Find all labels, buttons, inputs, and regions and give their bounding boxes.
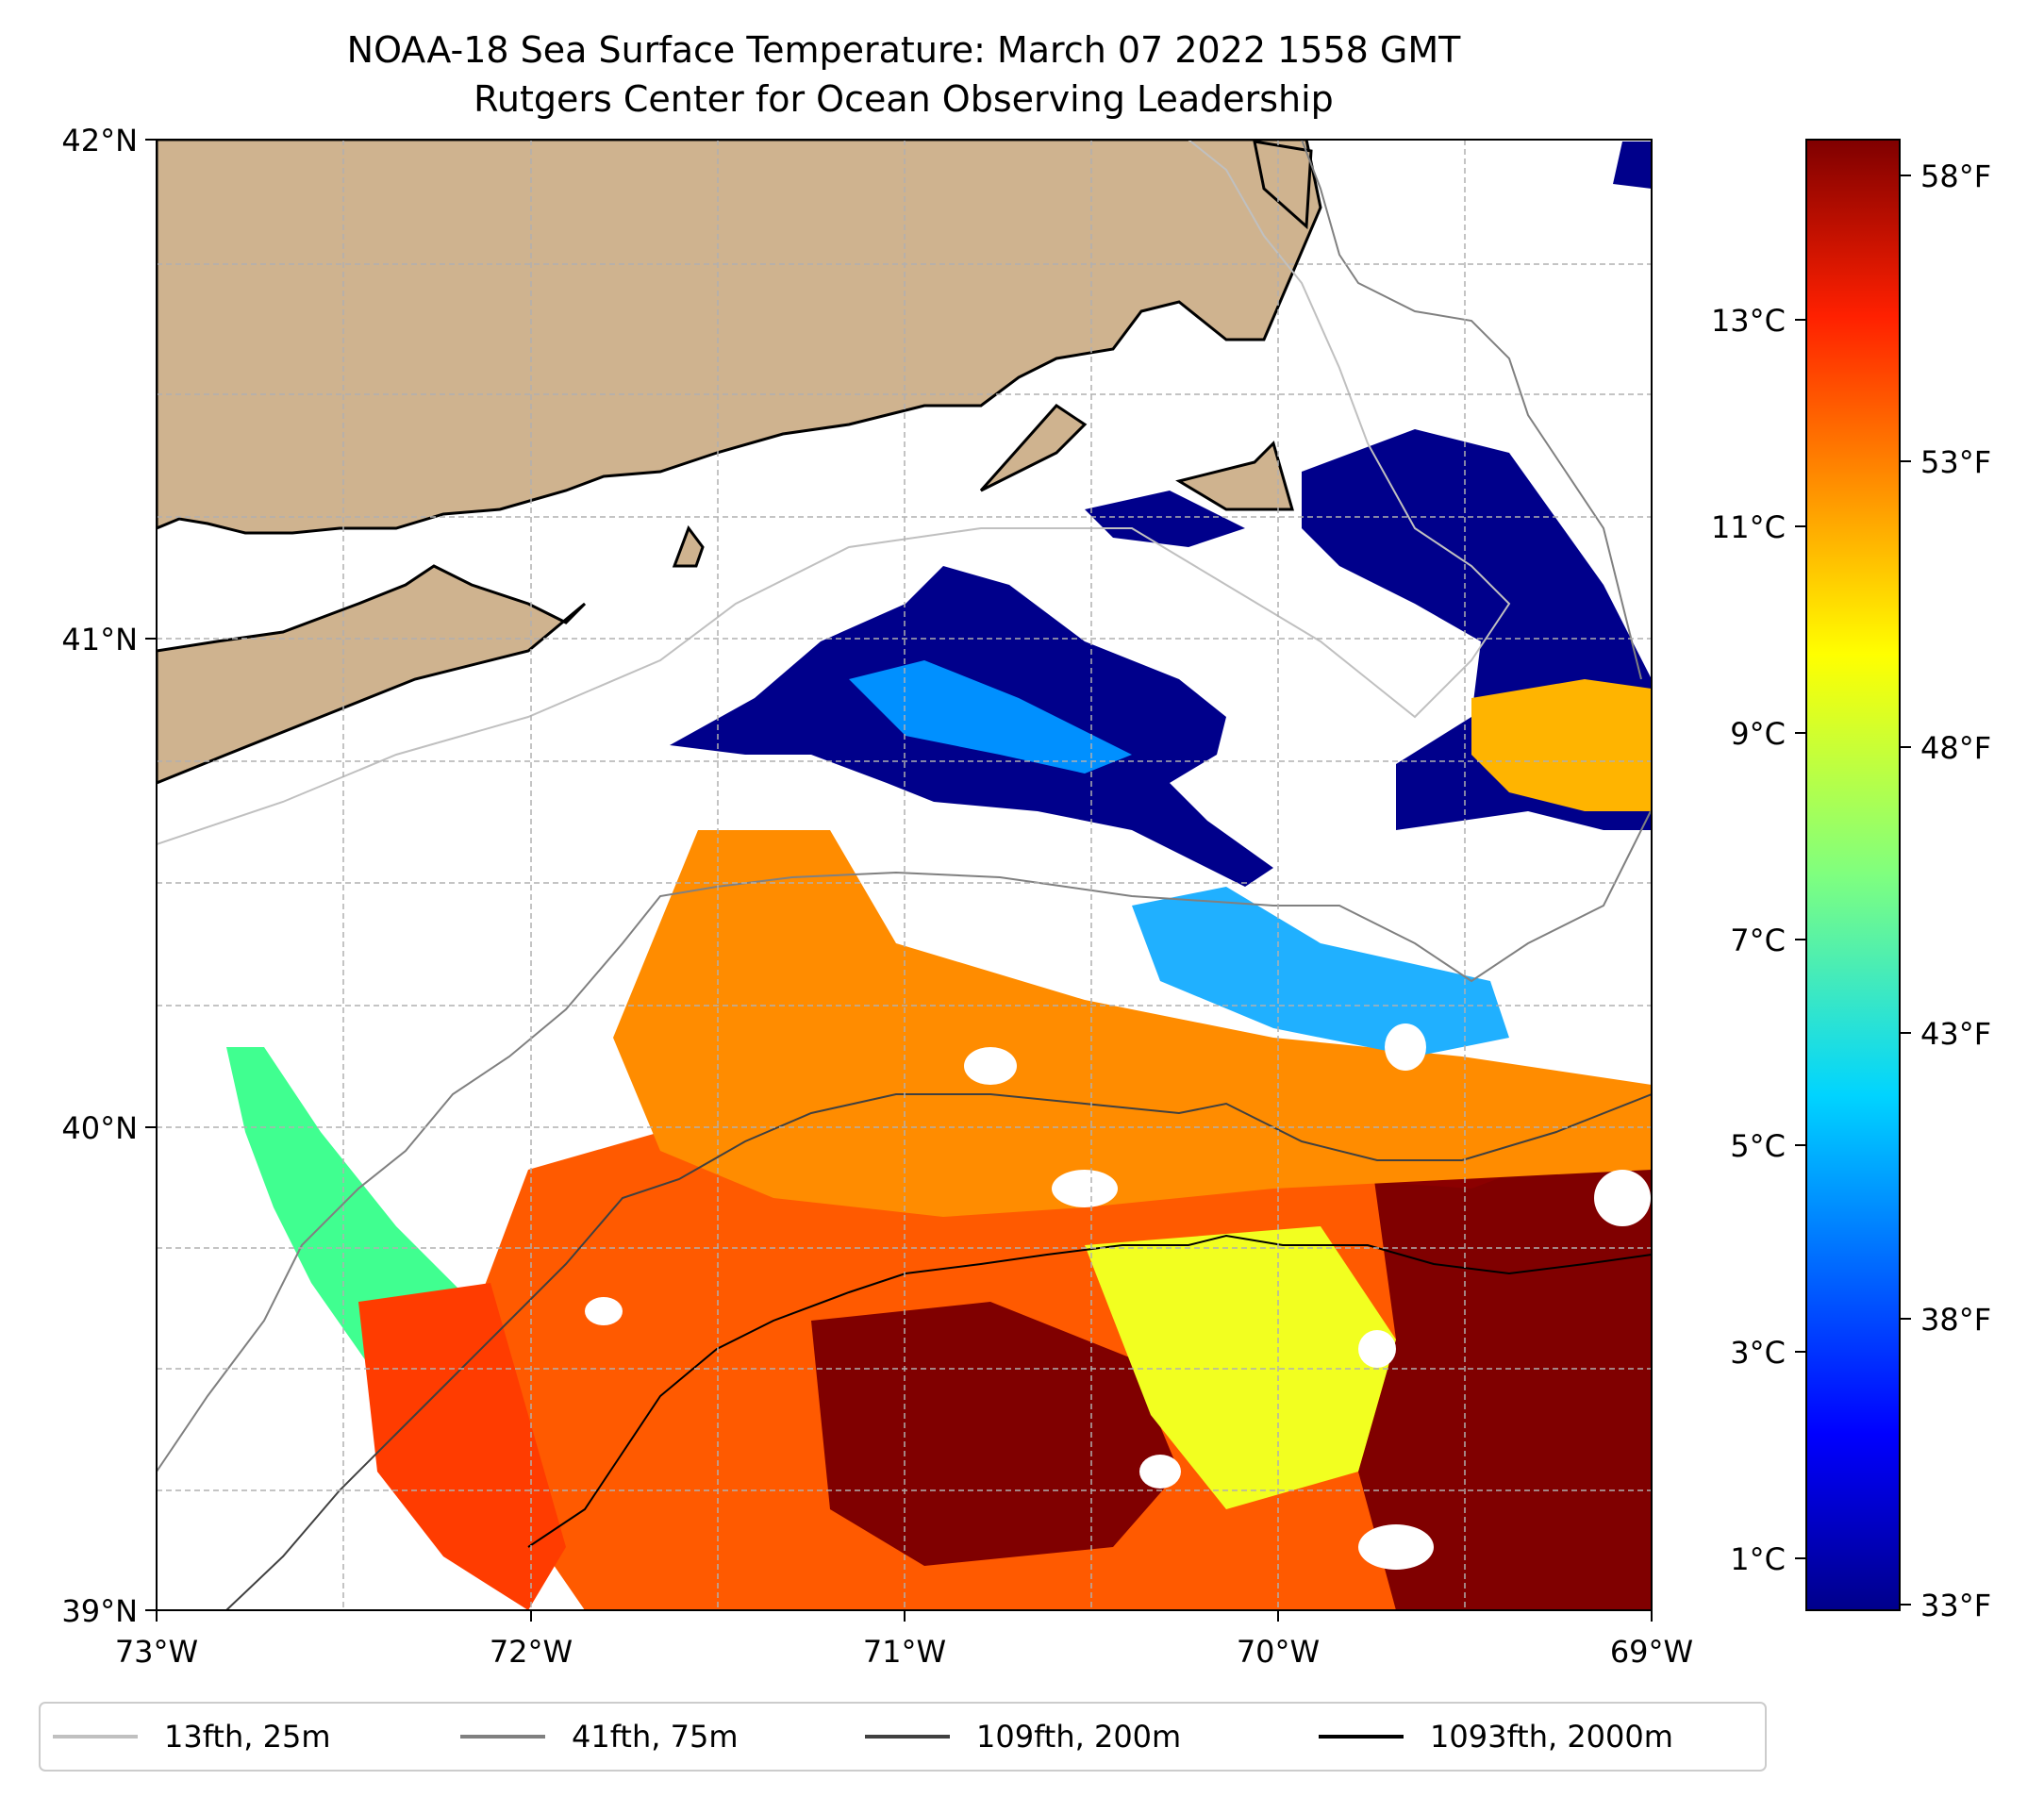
fahrenheit-tick-label: 38°F [1920, 1302, 1991, 1338]
lat-tick-label: 41°N [61, 622, 138, 657]
celsius-ticks [1795, 319, 1806, 1559]
sst-cyan-patches [1132, 887, 1509, 1057]
fahrenheit-tick-label: 33°F [1920, 1588, 1991, 1623]
cloud-gap [1594, 1170, 1651, 1226]
lat-ticks [145, 139, 157, 1611]
cloud-gap [1385, 1023, 1426, 1071]
lon-tick-label: 71°W [863, 1634, 946, 1670]
lon-tick-label: 69°W [1610, 1634, 1693, 1670]
legend-label: 109fth, 200m [976, 1719, 1181, 1755]
sst-cold-patch [1085, 491, 1245, 547]
land-block-island [672, 524, 705, 568]
cloud-gap [1358, 1330, 1396, 1368]
lon-tick-label: 73°W [115, 1634, 198, 1670]
celsius-tick-label: 1°C [1730, 1541, 1786, 1577]
lon-tick-label: 70°W [1237, 1634, 1320, 1670]
sst-field [226, 141, 1652, 1610]
land-marthas-vineyard [979, 404, 1088, 492]
legend-label: 1093fth, 2000m [1430, 1719, 1673, 1755]
sst-west-warm [358, 1283, 566, 1610]
isobath-75m [157, 140, 1652, 1473]
sst-central-band [613, 830, 1652, 1217]
lon-tick-label: 72°W [490, 1634, 573, 1670]
map-area [157, 140, 1652, 1610]
gridlines [157, 140, 1652, 1610]
celsius-tick-label: 3°C [1730, 1335, 1786, 1371]
lat-tick-label: 39°N [61, 1593, 138, 1629]
cloud-gap [1139, 1455, 1181, 1489]
colorbar [1805, 139, 1901, 1611]
celsius-tick-label: 7°C [1730, 923, 1786, 958]
sst-cold-inner [849, 660, 1132, 774]
land-nantucket [1175, 441, 1294, 511]
figure-title-line1: NOAA-18 Sea Surface Temperature: March 0… [347, 29, 1461, 71]
fahrenheit-ticks [1900, 175, 1911, 1606]
lat-tick-label: 42°N [61, 123, 138, 158]
sst-hot-east [1358, 1104, 1652, 1610]
figure-title-line2: Rutgers Center for Ocean Observing Leade… [474, 78, 1334, 120]
cloud-gap [964, 1047, 1017, 1085]
lon-ticks [156, 1610, 1653, 1622]
celsius-tick-label: 11°C [1711, 509, 1786, 545]
legend-label: 41fth, 75m [572, 1719, 738, 1755]
legend-label: 13fth, 25m [164, 1719, 330, 1755]
sst-cold-corner [1613, 141, 1652, 189]
isobath-200m [225, 1093, 1652, 1610]
land-long-island [157, 564, 587, 785]
lat-tick-label: 40°N [61, 1110, 138, 1146]
legend: 13fth, 25m 41fth, 75m 109fth, 200m 1093f… [39, 1702, 1767, 1772]
land-new-england [157, 140, 1322, 535]
sst-yellow-mid [1085, 1226, 1396, 1509]
fahrenheit-tick-label: 58°F [1920, 158, 1991, 194]
land [157, 140, 1322, 785]
fahrenheit-tick-label: 43°F [1920, 1016, 1991, 1052]
cloud-gap [1358, 1524, 1434, 1570]
isobath-2000m [527, 1234, 1652, 1548]
sst-hot-core [811, 1302, 1179, 1566]
cloud-gap [1052, 1170, 1118, 1207]
celsius-tick-label: 9°C [1730, 716, 1786, 752]
celsius-tick-label: 13°C [1711, 303, 1786, 339]
isobath-25m [157, 140, 1511, 845]
sst-ne-warm [1471, 679, 1652, 811]
fahrenheit-tick-label: 53°F [1920, 444, 1991, 480]
fahrenheit-tick-label: 48°F [1920, 730, 1991, 766]
celsius-tick-label: 5°C [1730, 1128, 1786, 1164]
isobaths [157, 140, 1652, 1610]
land-cape-cod [1253, 140, 1313, 230]
cloud-gap [585, 1297, 623, 1325]
